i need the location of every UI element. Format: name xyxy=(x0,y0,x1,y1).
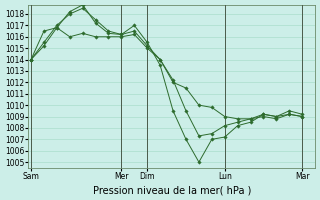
X-axis label: Pression niveau de la mer( hPa ): Pression niveau de la mer( hPa ) xyxy=(92,185,251,195)
